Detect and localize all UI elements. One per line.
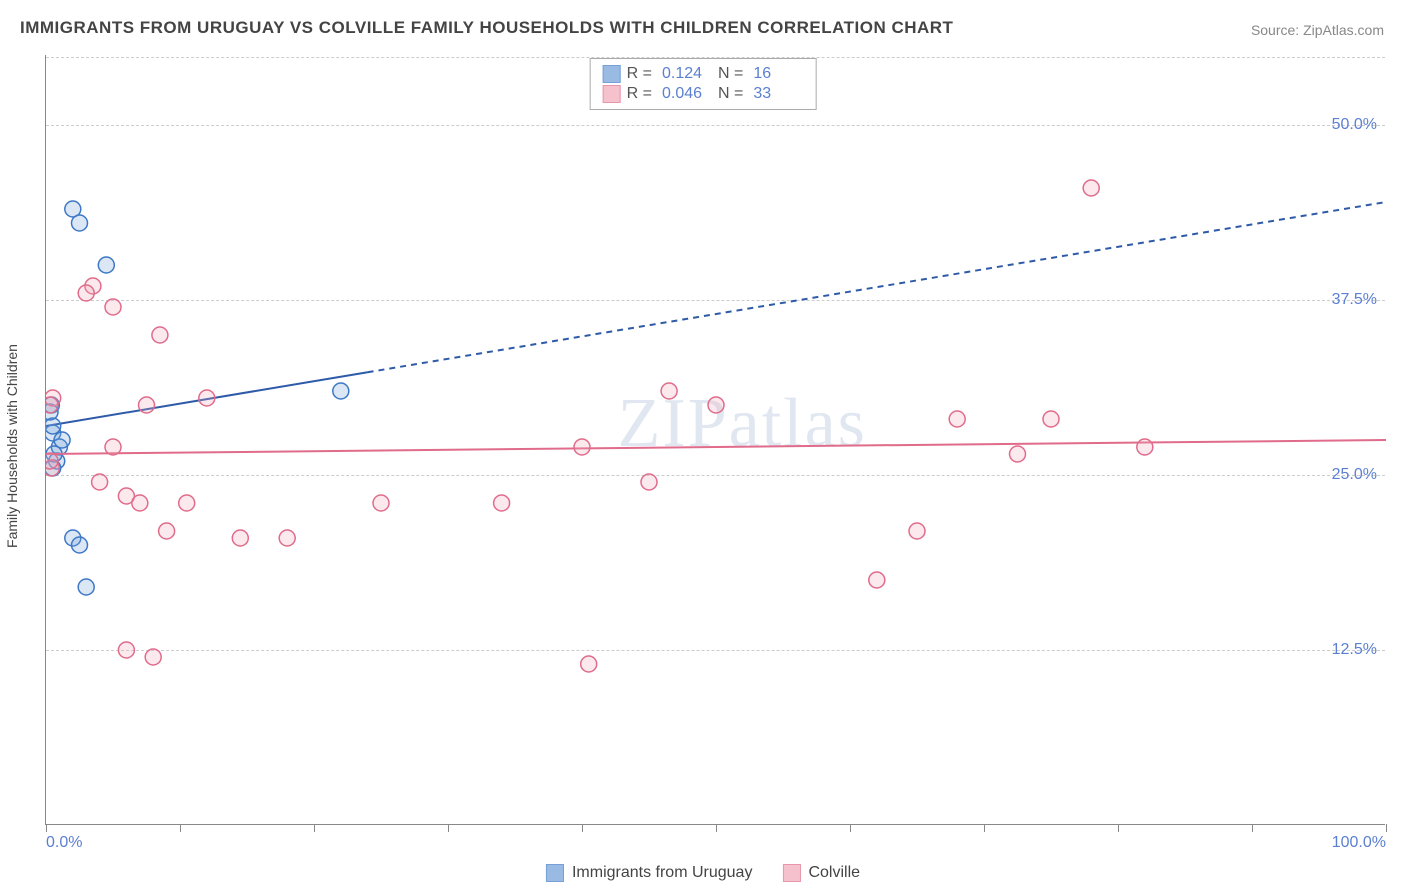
series-legend: Immigrants from Uruguay Colville — [546, 864, 860, 882]
data-point — [152, 327, 168, 343]
trend-line-dashed — [368, 202, 1386, 372]
data-point — [574, 439, 590, 455]
data-point — [72, 215, 88, 231]
data-point — [641, 474, 657, 490]
x-tick-label: 100.0% — [1332, 834, 1386, 852]
data-point — [1137, 439, 1153, 455]
data-point — [92, 474, 108, 490]
legend-item-series2: Colville — [782, 864, 860, 882]
data-point — [232, 530, 248, 546]
data-point — [72, 537, 88, 553]
data-point — [1043, 411, 1059, 427]
trend-line-solid — [46, 440, 1386, 454]
data-point — [105, 439, 121, 455]
data-point — [132, 495, 148, 511]
x-tick — [850, 824, 851, 832]
data-point — [333, 383, 349, 399]
r-value-series2: 0.046 — [662, 85, 712, 103]
chart-title: IMMIGRANTS FROM URUGUAY VS COLVILLE FAMI… — [20, 18, 953, 38]
n-value-series1: 16 — [753, 65, 803, 83]
x-tick — [582, 824, 583, 832]
x-tick — [1118, 824, 1119, 832]
n-label: N = — [718, 65, 743, 83]
data-point — [46, 453, 58, 469]
data-point — [1083, 180, 1099, 196]
data-point — [98, 257, 114, 273]
data-point — [661, 383, 677, 399]
x-tick — [1252, 824, 1253, 832]
legend-swatch-series1 — [546, 864, 564, 882]
data-point — [78, 579, 94, 595]
legend-item-series1: Immigrants from Uruguay — [546, 864, 753, 882]
data-point — [199, 390, 215, 406]
data-point — [373, 495, 389, 511]
data-point — [1010, 446, 1026, 462]
legend-label-series1: Immigrants from Uruguay — [572, 864, 753, 882]
x-tick — [448, 824, 449, 832]
x-tick — [46, 824, 47, 832]
n-label: N = — [718, 85, 743, 103]
scatter-plot-area: ZIPatlas 12.5%25.0%37.5%50.0%0.0%100.0% — [45, 55, 1385, 825]
plot-svg — [46, 55, 1386, 825]
x-tick — [314, 824, 315, 832]
data-point — [279, 530, 295, 546]
data-point — [118, 642, 134, 658]
legend-swatch-series2 — [782, 864, 800, 882]
x-tick — [716, 824, 717, 832]
legend-row-series1: R = 0.124 N = 16 — [603, 65, 804, 83]
data-point — [909, 523, 925, 539]
x-tick-label: 0.0% — [46, 834, 82, 852]
n-value-series2: 33 — [753, 85, 803, 103]
data-point — [708, 397, 724, 413]
correlation-legend: R = 0.124 N = 16 R = 0.046 N = 33 — [590, 58, 817, 110]
r-value-series1: 0.124 — [662, 65, 712, 83]
x-tick — [984, 824, 985, 832]
data-point — [494, 495, 510, 511]
data-point — [105, 299, 121, 315]
data-point — [869, 572, 885, 588]
x-tick — [180, 824, 181, 832]
data-point — [179, 495, 195, 511]
legend-label-series2: Colville — [808, 864, 860, 882]
source-label: Source: ZipAtlas.com — [1251, 22, 1384, 38]
y-axis-label: Family Households with Children — [4, 344, 20, 548]
r-label: R = — [627, 65, 652, 83]
data-point — [581, 656, 597, 672]
r-label: R = — [627, 85, 652, 103]
data-point — [159, 523, 175, 539]
data-point — [949, 411, 965, 427]
legend-swatch-series2 — [603, 85, 621, 103]
x-tick — [1386, 824, 1387, 832]
data-point — [78, 285, 94, 301]
data-point — [145, 649, 161, 665]
legend-row-series2: R = 0.046 N = 33 — [603, 85, 804, 103]
legend-swatch-series1 — [603, 65, 621, 83]
data-point — [139, 397, 155, 413]
data-point — [46, 397, 58, 413]
